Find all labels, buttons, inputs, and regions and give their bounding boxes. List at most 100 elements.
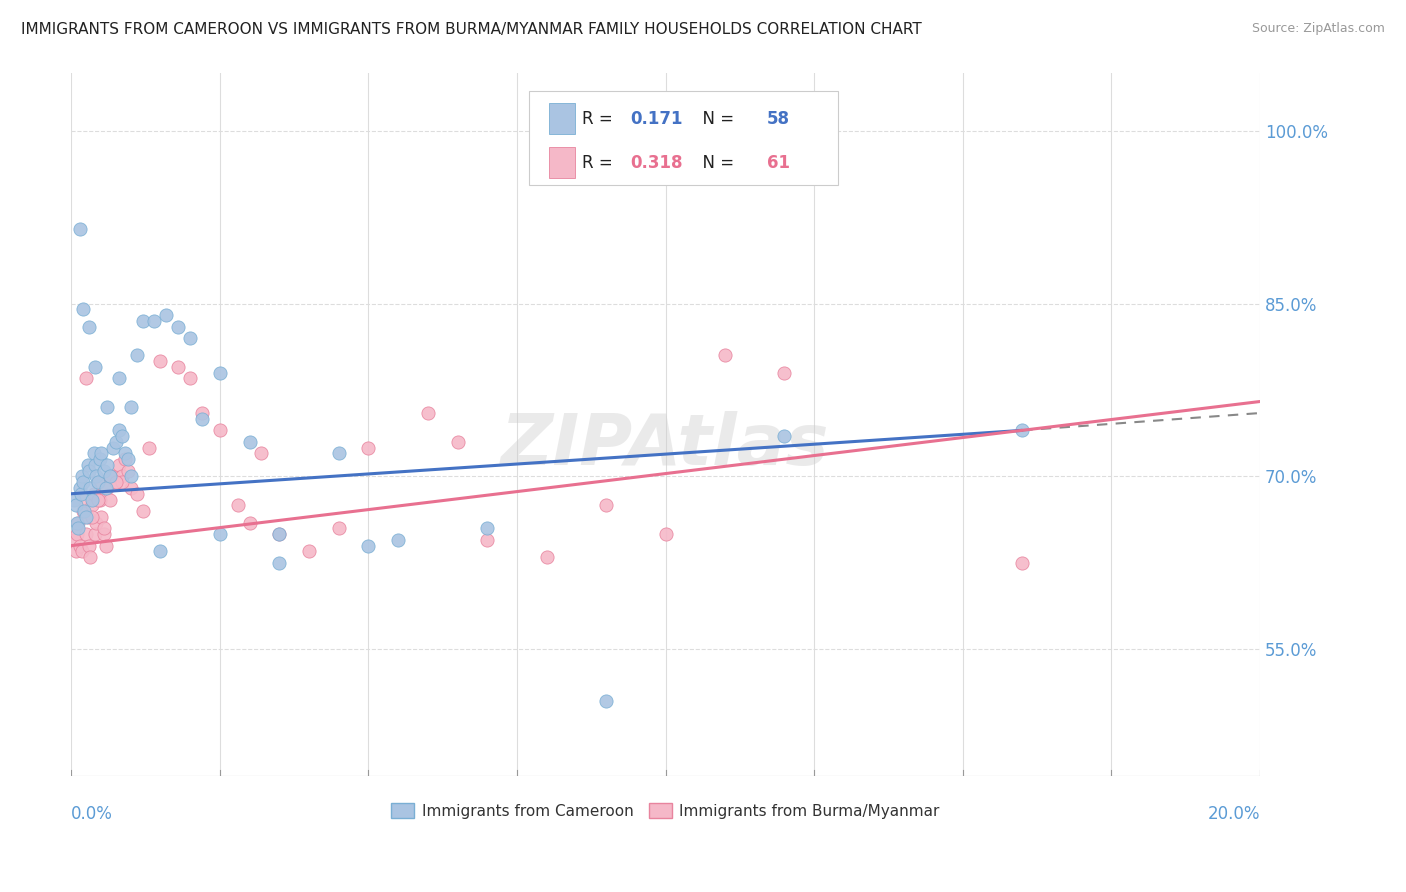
Point bbox=[114, 446, 136, 460]
Text: R =: R = bbox=[582, 153, 619, 171]
Point bbox=[77, 539, 100, 553]
Point bbox=[72, 504, 94, 518]
FancyBboxPatch shape bbox=[529, 91, 838, 186]
Legend: Immigrants from Cameroon, Immigrants from Burma/Myanmar: Immigrants from Cameroon, Immigrants fro… bbox=[385, 797, 946, 825]
Point bbox=[416, 406, 439, 420]
Text: ZIPAtlas: ZIPAtlas bbox=[502, 411, 830, 480]
Point bbox=[149, 354, 172, 368]
Point bbox=[93, 527, 115, 541]
Point bbox=[94, 481, 117, 495]
Text: 0.0%: 0.0% bbox=[72, 805, 112, 823]
Point bbox=[89, 492, 111, 507]
Point bbox=[84, 458, 107, 472]
Point bbox=[80, 509, 103, 524]
Point bbox=[387, 533, 409, 547]
Point bbox=[96, 481, 118, 495]
Text: Source: ZipAtlas.com: Source: ZipAtlas.com bbox=[1251, 22, 1385, 36]
Point bbox=[155, 308, 177, 322]
Point bbox=[69, 539, 91, 553]
Point bbox=[107, 423, 129, 437]
Point bbox=[773, 429, 796, 443]
Point bbox=[77, 319, 100, 334]
Point bbox=[191, 412, 214, 426]
Point bbox=[98, 492, 121, 507]
Point bbox=[75, 371, 97, 385]
Point bbox=[87, 492, 110, 507]
Point bbox=[69, 221, 91, 235]
Point bbox=[96, 458, 118, 472]
Point bbox=[117, 464, 139, 478]
Point bbox=[226, 498, 249, 512]
Text: N =: N = bbox=[692, 153, 740, 171]
Point bbox=[298, 544, 321, 558]
Point bbox=[773, 366, 796, 380]
Point bbox=[595, 498, 617, 512]
Point bbox=[208, 527, 231, 541]
Point bbox=[1011, 423, 1033, 437]
Text: 20.0%: 20.0% bbox=[1208, 805, 1260, 823]
Point bbox=[357, 441, 380, 455]
Point bbox=[96, 401, 118, 415]
Point bbox=[84, 527, 107, 541]
Point bbox=[69, 487, 91, 501]
Point bbox=[654, 527, 676, 541]
Point bbox=[328, 521, 350, 535]
Point bbox=[80, 492, 103, 507]
Text: 0.171: 0.171 bbox=[630, 110, 682, 128]
Point bbox=[80, 498, 103, 512]
Point bbox=[93, 521, 115, 535]
Point bbox=[73, 492, 96, 507]
Point bbox=[104, 475, 127, 490]
Point bbox=[111, 429, 134, 443]
Point bbox=[75, 509, 97, 524]
Point bbox=[120, 469, 142, 483]
Text: 61: 61 bbox=[766, 153, 790, 171]
Point bbox=[70, 469, 93, 483]
Point bbox=[477, 521, 499, 535]
Point bbox=[114, 452, 136, 467]
Point bbox=[111, 469, 134, 483]
Point bbox=[138, 441, 160, 455]
Point bbox=[536, 550, 558, 565]
Point bbox=[191, 406, 214, 420]
Point bbox=[269, 527, 291, 541]
Point bbox=[66, 516, 89, 530]
Point bbox=[94, 539, 117, 553]
Point bbox=[83, 487, 105, 501]
Point bbox=[79, 481, 101, 495]
Point bbox=[70, 544, 93, 558]
Point bbox=[65, 498, 87, 512]
Point bbox=[179, 331, 201, 345]
Point bbox=[107, 458, 129, 472]
Point bbox=[84, 469, 107, 483]
Point bbox=[69, 481, 91, 495]
Point bbox=[84, 516, 107, 530]
Point bbox=[77, 464, 100, 478]
Point bbox=[104, 434, 127, 449]
Point bbox=[446, 434, 468, 449]
Point bbox=[120, 481, 142, 495]
Text: R =: R = bbox=[582, 110, 619, 128]
Point bbox=[67, 521, 90, 535]
Point bbox=[87, 475, 110, 490]
Point bbox=[117, 452, 139, 467]
Point bbox=[167, 359, 190, 374]
Point bbox=[179, 371, 201, 385]
Point bbox=[90, 509, 112, 524]
Point bbox=[89, 452, 111, 467]
Point bbox=[269, 556, 291, 570]
Point bbox=[714, 348, 737, 362]
Point bbox=[250, 446, 273, 460]
Point bbox=[238, 434, 260, 449]
Point bbox=[84, 359, 107, 374]
Point bbox=[66, 527, 89, 541]
Point bbox=[63, 492, 86, 507]
FancyBboxPatch shape bbox=[550, 147, 575, 178]
Point bbox=[72, 302, 94, 317]
Point bbox=[107, 371, 129, 385]
Point bbox=[104, 475, 127, 490]
Point bbox=[98, 469, 121, 483]
Point bbox=[101, 469, 124, 483]
Text: N =: N = bbox=[692, 110, 740, 128]
Point bbox=[167, 319, 190, 334]
